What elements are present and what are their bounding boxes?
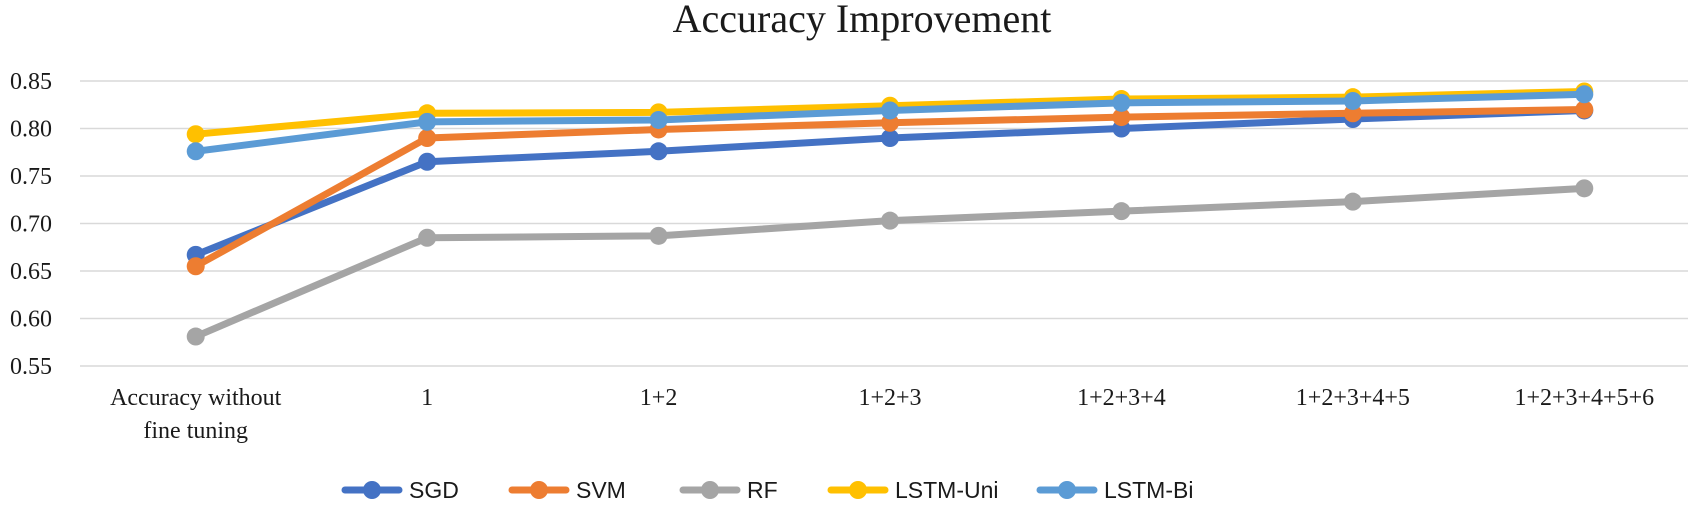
- y-tick-label: 0.65: [10, 259, 52, 285]
- data-point: [418, 153, 436, 171]
- data-point: [1344, 193, 1362, 211]
- data-point: [187, 142, 205, 160]
- legend-item: SGD: [345, 477, 459, 503]
- legend-swatch-marker: [849, 481, 867, 499]
- data-point: [650, 111, 668, 129]
- data-point: [418, 113, 436, 131]
- data-point: [187, 257, 205, 275]
- data-point: [187, 125, 205, 143]
- x-tick-label: 1: [421, 385, 433, 411]
- y-tick-label: 0.80: [10, 117, 52, 143]
- x-tick-label: 1+2: [640, 385, 678, 411]
- legend-label: SGD: [409, 477, 459, 503]
- y-tick-label: 0.60: [10, 307, 52, 333]
- data-point: [1344, 92, 1362, 110]
- y-tick-label: 0.55: [10, 354, 52, 380]
- x-tick-label: 1+2+3: [858, 385, 921, 411]
- legend-swatch-marker: [530, 481, 548, 499]
- data-point: [650, 142, 668, 160]
- legend-label: LSTM-Bi: [1104, 477, 1193, 503]
- line-chart: Accuracy Improvement 0.55 0.60 0.65 0.70 0.7…: [0, 0, 1701, 514]
- legend: SGD SVM RF LSTM-Uni LSTM-Bi: [345, 477, 1193, 503]
- x-tick-label: Accuracy without fine tuning: [110, 385, 282, 444]
- legend-label: SVM: [576, 477, 626, 503]
- data-point: [418, 229, 436, 247]
- y-tick-label: 0.70: [10, 212, 52, 238]
- data-point: [650, 227, 668, 245]
- legend-label: RF: [747, 477, 778, 503]
- x-tick-label: 1+2+3+4+5+6: [1514, 385, 1654, 411]
- data-point: [881, 101, 899, 119]
- data-point: [187, 328, 205, 346]
- series-rf: [187, 179, 1594, 345]
- series-group: [187, 82, 1594, 345]
- legend-swatch-marker: [1058, 481, 1076, 499]
- legend-item: LSTM-Uni: [831, 477, 999, 503]
- legend-swatch-marker: [363, 481, 381, 499]
- data-point: [1575, 85, 1593, 103]
- x-tick-label: 1+2+3+4: [1077, 385, 1166, 411]
- data-point: [1112, 202, 1130, 220]
- legend-label: LSTM-Uni: [895, 477, 999, 503]
- y-axis-ticks: 0.55 0.60 0.65 0.70 0.75 0.80 0.85: [10, 69, 52, 380]
- legend-item: LSTM-Bi: [1040, 477, 1193, 503]
- legend-swatch-marker: [701, 481, 719, 499]
- data-point: [418, 129, 436, 147]
- y-tick-label: 0.75: [10, 164, 52, 190]
- legend-item: SVM: [512, 477, 626, 503]
- data-point: [881, 212, 899, 230]
- data-point: [1575, 179, 1593, 197]
- x-tick-label: 1+2+3+4+5: [1296, 385, 1410, 411]
- data-point: [1112, 94, 1130, 112]
- x-axis-ticks: Accuracy without fine tuning 1 1+2 1+2+3 1+2+…: [110, 385, 1654, 444]
- legend-item: RF: [683, 477, 778, 503]
- y-tick-label: 0.85: [10, 69, 52, 95]
- series-line: [196, 188, 1585, 336]
- chart-title: Accuracy Improvement: [673, 0, 1052, 41]
